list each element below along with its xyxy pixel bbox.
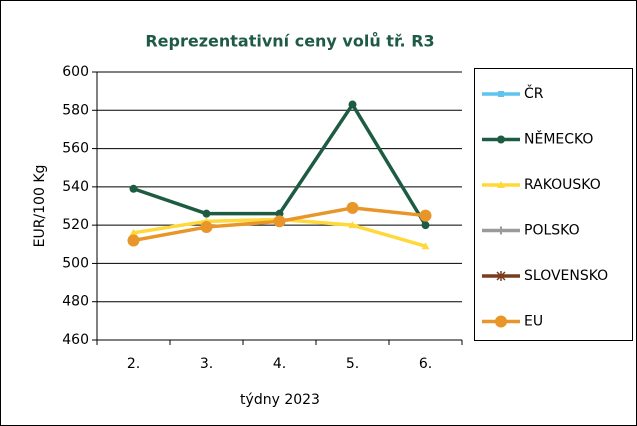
x-tick-label: 6. <box>419 356 432 372</box>
legend-marker <box>497 181 505 188</box>
x-tick-label: 4. <box>273 356 286 372</box>
y-tick-label: 460 <box>62 332 89 348</box>
x-axis-label: týdny 2023 <box>240 392 320 408</box>
y-tick-label: 600 <box>62 64 89 80</box>
data-point <box>129 184 138 193</box>
data-point <box>346 201 359 214</box>
x-tick-label: 2. <box>127 356 140 372</box>
legend-marker <box>497 226 505 235</box>
x-tick-label: 5. <box>346 356 359 372</box>
data-point <box>202 209 211 218</box>
y-tick-label: 500 <box>62 255 89 271</box>
x-tick-label: 3. <box>200 356 213 372</box>
y-tick-label: 580 <box>62 102 89 118</box>
data-point <box>419 209 432 222</box>
data-point <box>348 221 357 229</box>
legend-marker <box>496 271 506 281</box>
legend-marker <box>498 91 504 97</box>
data-point <box>421 242 430 250</box>
legend-marker <box>495 315 507 328</box>
chart-title: Reprezentativní ceny volů tř. R3 <box>145 32 434 51</box>
data-point <box>275 209 284 218</box>
legend-label: EU <box>524 314 543 330</box>
legend-label: POLSKO <box>524 223 580 239</box>
legend-marker <box>497 135 505 144</box>
y-tick-label: 520 <box>62 217 89 233</box>
data-point <box>200 221 213 234</box>
legend-label: SLOVENSKO <box>524 268 608 284</box>
data-point <box>127 234 140 247</box>
data-point <box>129 228 138 236</box>
y-axis-label: EUR/100 Kg <box>32 165 48 248</box>
legend-box <box>474 68 633 341</box>
legend-label: NĚMECKO <box>524 131 593 148</box>
y-tick-label: 480 <box>62 294 89 310</box>
data-point <box>348 100 357 109</box>
data-point <box>273 215 286 228</box>
data-point <box>421 221 430 230</box>
y-tick-label: 560 <box>62 141 89 157</box>
legend-label: ČR <box>524 84 544 102</box>
y-tick-label: 540 <box>62 179 89 195</box>
legend-label: RAKOUSKO <box>524 177 601 193</box>
